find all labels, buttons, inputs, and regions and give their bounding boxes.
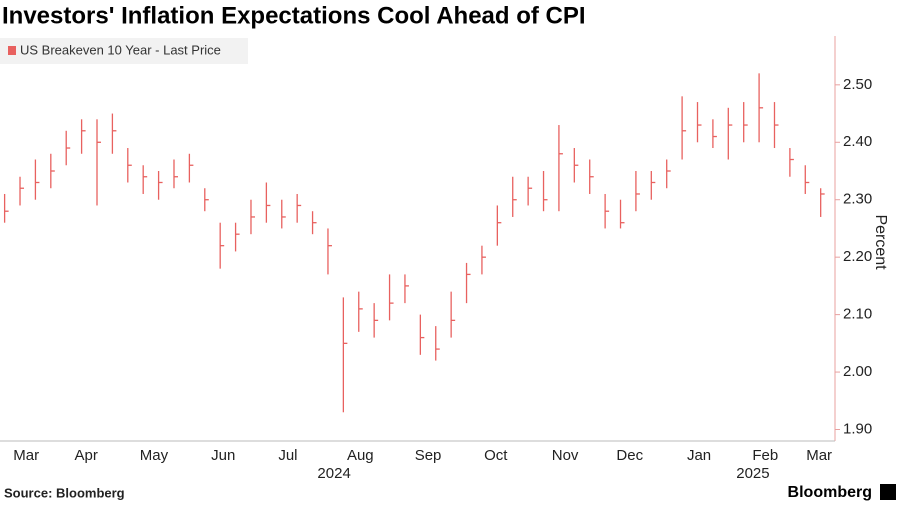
legend-swatch [8, 46, 16, 55]
y-tick-label: 2.20 [843, 248, 872, 265]
y-tick-label: 2.00 [843, 363, 872, 380]
x-tick-label: Nov [552, 447, 579, 464]
x-tick-label: Mar [806, 447, 832, 464]
y-tick-label: 2.10 [843, 306, 872, 323]
brand-icon [880, 484, 896, 500]
x-tick-label: Feb [752, 447, 778, 464]
x-tick-label: Apr [75, 447, 98, 464]
x-tick-label: Dec [616, 447, 643, 464]
y-axis-label: Percent [872, 214, 889, 270]
y-tick-label: 2.50 [843, 76, 872, 93]
legend-box [0, 38, 248, 64]
x-year-label: 2025 [736, 465, 769, 482]
x-tick-label: Mar [13, 447, 39, 464]
x-tick-label: May [140, 447, 169, 464]
y-tick-label: 2.30 [843, 191, 872, 208]
x-tick-label: Sep [415, 447, 442, 464]
x-tick-label: Aug [347, 447, 374, 464]
y-tick-label: 1.90 [843, 420, 872, 437]
y-tick-label: 2.40 [843, 133, 872, 150]
source: Source: Bloomberg [4, 485, 125, 500]
chart-title: Investors' Inflation Expectations Cool A… [2, 2, 586, 29]
x-tick-label: Jan [687, 447, 711, 464]
brand: Bloomberg [788, 484, 872, 501]
x-year-label: 2024 [317, 465, 350, 482]
x-tick-label: Jun [211, 447, 235, 464]
x-tick-label: Jul [278, 447, 297, 464]
x-tick-label: Oct [484, 447, 508, 464]
legend-label: US Breakeven 10 Year - Last Price [20, 42, 221, 57]
